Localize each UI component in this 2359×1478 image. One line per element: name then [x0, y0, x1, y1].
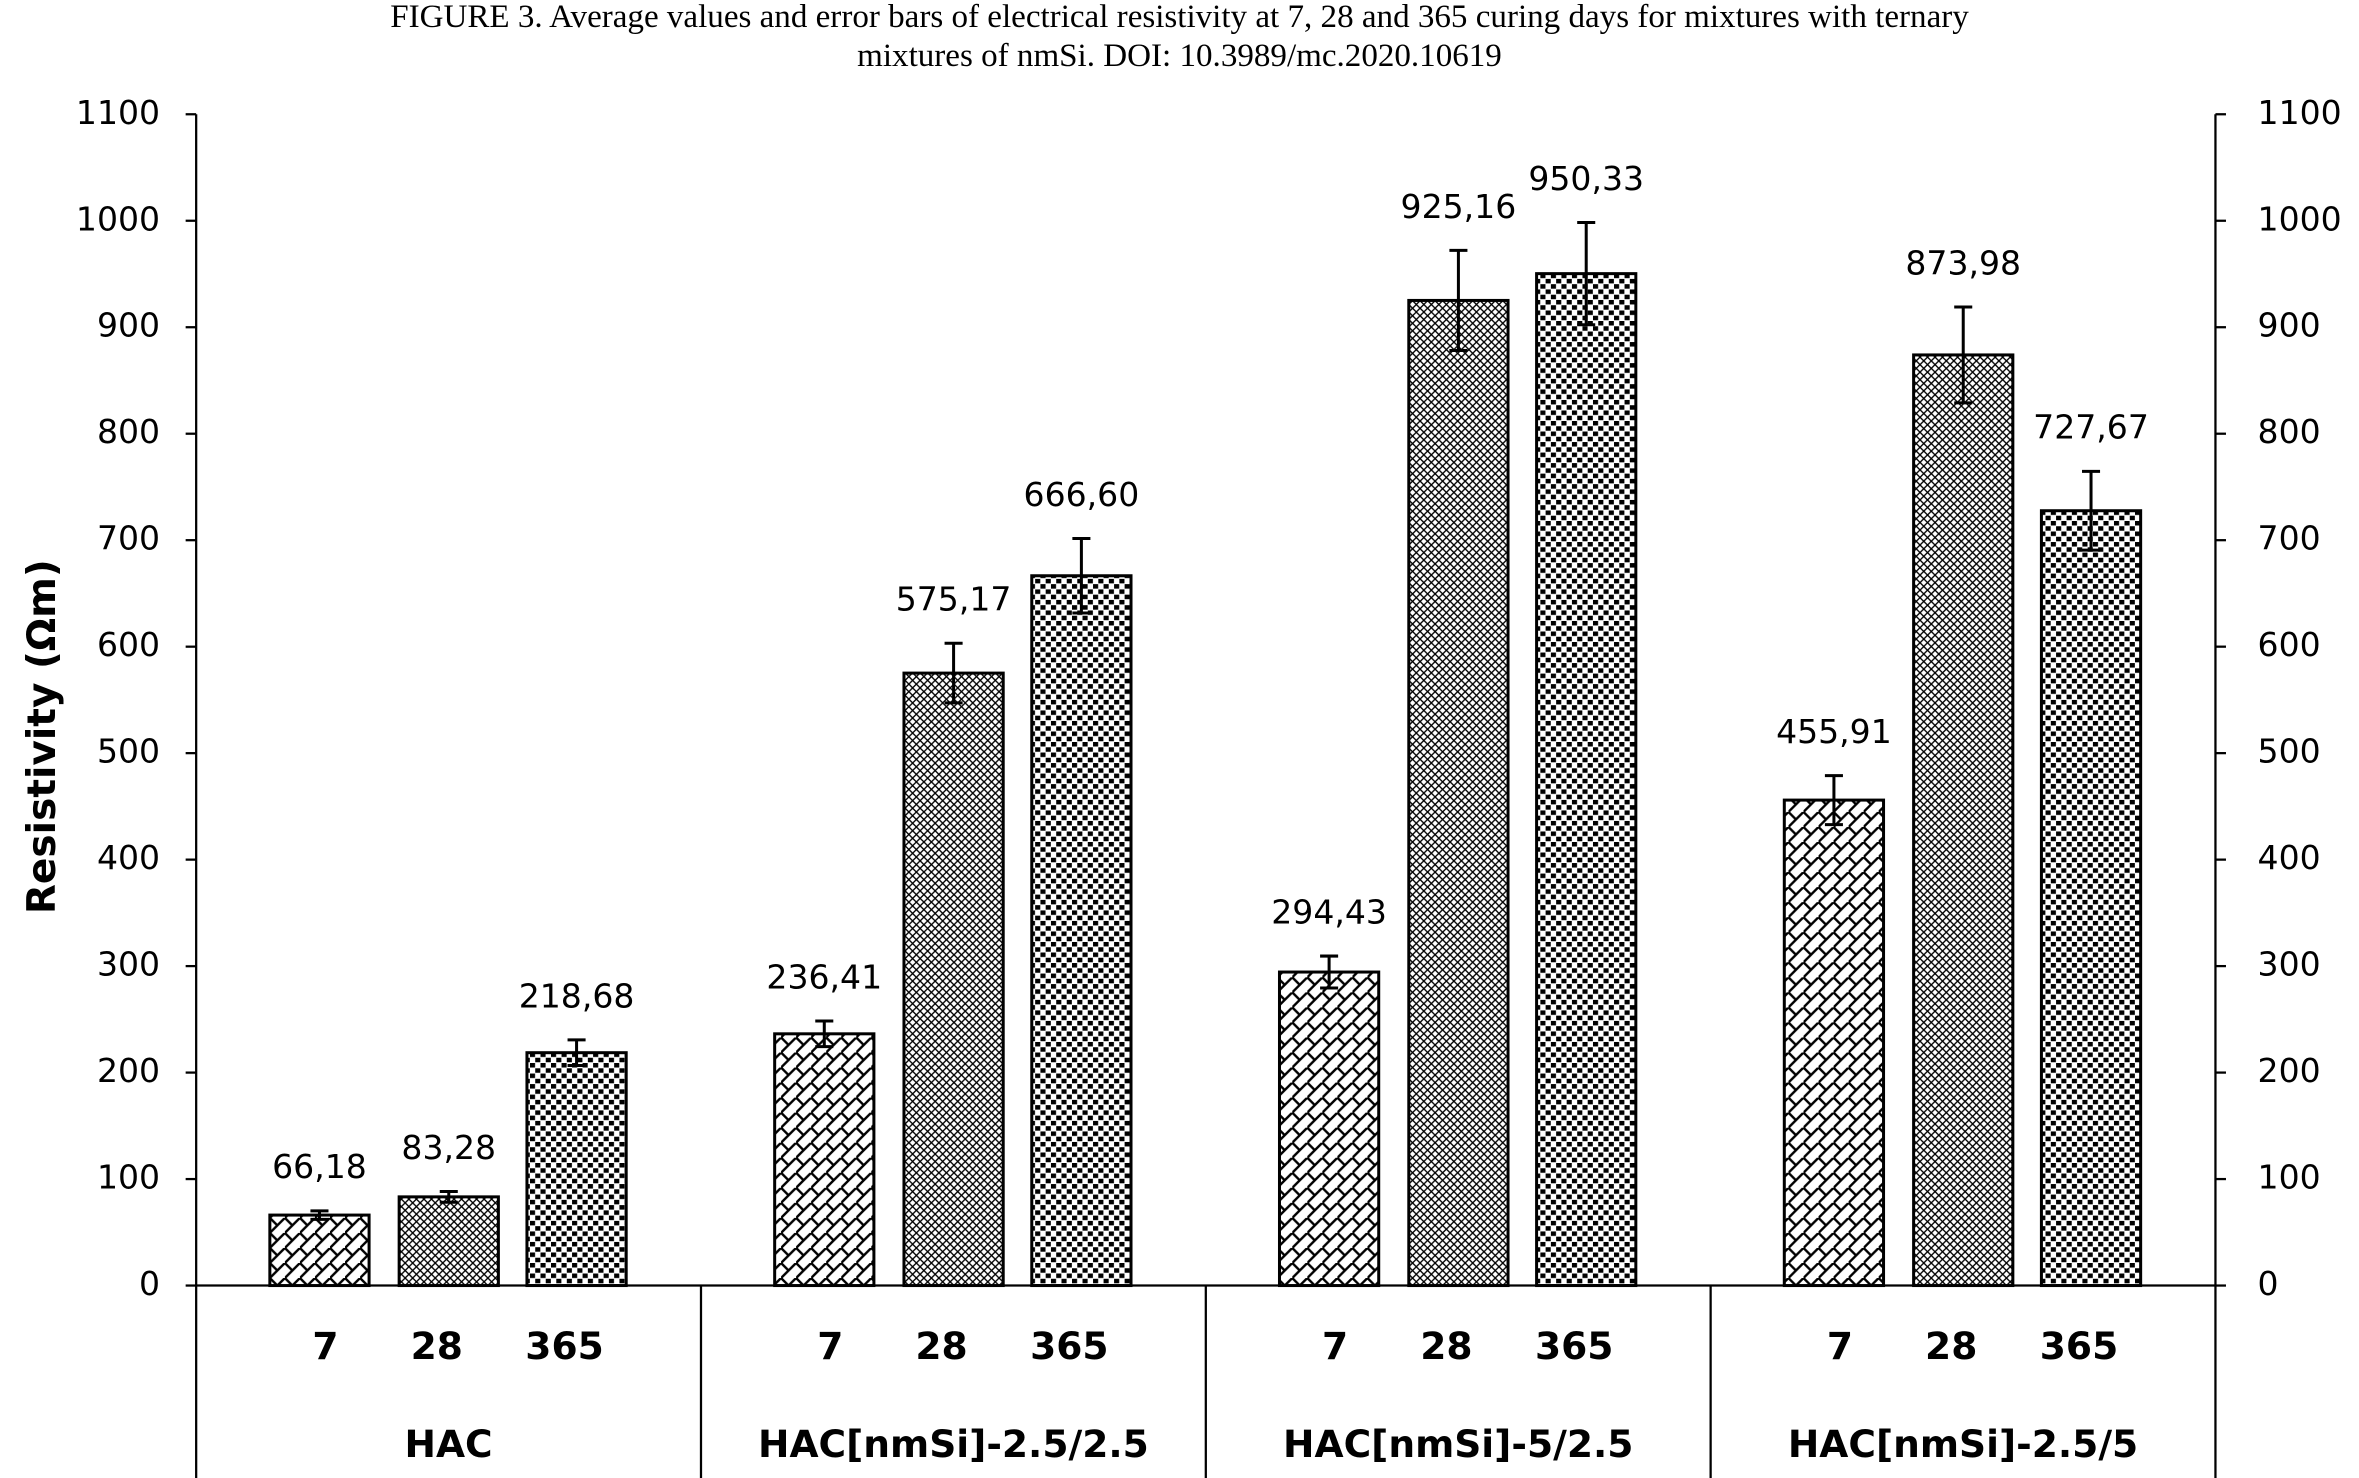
data-label: 925,16 — [1401, 187, 1517, 226]
y-tick-label: 200 — [97, 1051, 160, 1090]
data-label: 83,28 — [401, 1128, 496, 1167]
y-axis-label: Resistivity (Ωm) — [20, 559, 65, 914]
bar — [268, 1213, 371, 1288]
x-tick-label: 28 — [1420, 1324, 1472, 1368]
error-bar — [1320, 954, 1339, 990]
chart-title: FIGURE 3. Average values and error bars … — [390, 0, 1969, 35]
y-tick-label: 700 — [97, 519, 160, 558]
data-label: 575,17 — [896, 580, 1012, 619]
x-tick-label: 365 — [2040, 1324, 2118, 1368]
data-label: 66,18 — [272, 1147, 367, 1186]
x-tick-label: 365 — [1535, 1324, 1613, 1368]
group-label: HAC[nmSi]-2.5/5 — [1788, 1422, 2138, 1466]
y2-tick-label: 1100 — [2258, 93, 2342, 132]
data-label: 950,33 — [1528, 159, 1644, 198]
error-bar — [1954, 305, 1973, 405]
y2-tick-label: 100 — [2258, 1158, 2321, 1197]
group-label: HAC — [405, 1422, 493, 1466]
x-tick-label: 365 — [525, 1324, 603, 1368]
bar — [2039, 509, 2143, 1288]
bar — [1030, 574, 1133, 1288]
bar — [1277, 970, 1381, 1288]
y2-tick-label: 900 — [2258, 306, 2321, 345]
error-bar — [1449, 248, 1468, 352]
error-bar — [567, 1038, 586, 1067]
x-tick-label: 365 — [1030, 1324, 1108, 1368]
error-bar — [310, 1209, 329, 1221]
y-tick-label: 600 — [97, 625, 160, 664]
y-tick-label: 900 — [97, 306, 160, 345]
y2-tick-label: 200 — [2258, 1051, 2321, 1090]
y2-tick-label: 600 — [2258, 625, 2321, 664]
chart-title: mixtures of nmSi. DOI: 10.3989/mc.2020.1… — [857, 38, 1502, 74]
bar — [1912, 353, 2015, 1288]
x-tick-label: 7 — [1827, 1324, 1853, 1368]
error-bar — [815, 1019, 834, 1049]
group-label: HAC[nmSi]-5/2.5 — [1283, 1422, 1633, 1466]
y-tick-label: 300 — [97, 945, 160, 984]
y-tick-label: 1000 — [76, 199, 160, 238]
y-tick-label: 100 — [97, 1158, 160, 1197]
error-bar — [2082, 469, 2101, 552]
bar — [397, 1195, 500, 1288]
bar — [1407, 298, 1510, 1288]
x-tick-label: 7 — [817, 1324, 843, 1368]
data-label: 666,60 — [1024, 475, 1140, 514]
bar — [902, 671, 1005, 1288]
x-tick-label: 28 — [411, 1324, 463, 1368]
y-tick-label: 400 — [97, 838, 160, 877]
y2-tick-label: 300 — [2258, 945, 2321, 984]
error-bar — [1072, 536, 1091, 615]
data-label: 455,91 — [1776, 712, 1892, 751]
y2-tick-label: 800 — [2258, 412, 2321, 451]
y-tick-label: 800 — [97, 412, 160, 451]
y2-tick-label: 500 — [2258, 732, 2321, 771]
error-bar — [1577, 221, 1596, 327]
x-tick-label: 7 — [312, 1324, 338, 1368]
group-label: HAC[nmSi]-2.5/2.5 — [758, 1422, 1149, 1466]
x-tick-label: 28 — [915, 1324, 967, 1368]
data-label: 218,68 — [519, 976, 635, 1015]
error-bar — [439, 1190, 458, 1204]
bar — [773, 1032, 876, 1288]
data-label: 873,98 — [1905, 243, 2021, 282]
bar — [1782, 798, 1886, 1288]
y2-tick-label: 0 — [2258, 1264, 2279, 1303]
y2-tick-label: 1000 — [2258, 199, 2342, 238]
data-label: 236,41 — [766, 957, 882, 996]
y-tick-label: 0 — [139, 1264, 160, 1303]
y2-tick-label: 700 — [2258, 519, 2321, 558]
data-label: 294,43 — [1271, 892, 1387, 931]
y2-tick-label: 400 — [2258, 838, 2321, 877]
data-label: 727,67 — [2033, 408, 2149, 447]
x-tick-label: 7 — [1322, 1324, 1348, 1368]
x-tick-label: 28 — [1925, 1324, 1977, 1368]
error-bar — [944, 641, 963, 705]
bar — [525, 1051, 628, 1288]
y-tick-label: 500 — [97, 732, 160, 771]
y-tick-label: 1100 — [76, 93, 160, 132]
error-bar — [1824, 774, 1843, 827]
bar — [1535, 272, 1638, 1288]
